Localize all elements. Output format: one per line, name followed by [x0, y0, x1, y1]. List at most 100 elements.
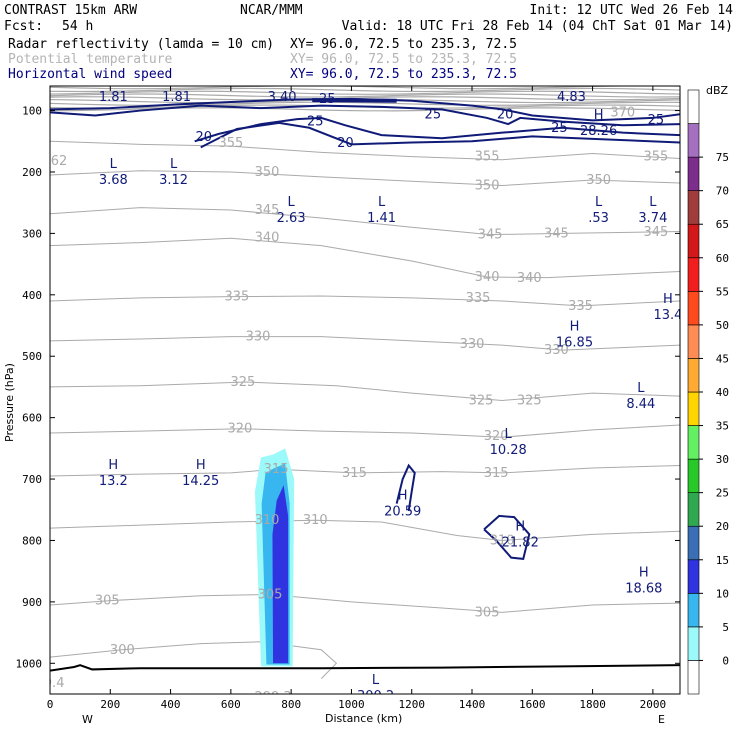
theta-label: 315: [342, 466, 367, 481]
colorbar-swatch: [687, 89, 700, 124]
theta-label: 340: [517, 271, 542, 286]
wind-label: 20: [195, 130, 212, 145]
wind-label: 25: [648, 113, 665, 128]
theta-label: 305: [258, 588, 283, 603]
theta-label: 335: [466, 291, 491, 306]
colorbar-level: 25: [716, 487, 729, 500]
extremum-value: 2.63: [277, 211, 306, 226]
theta-contour-line: [50, 295, 680, 307]
extremum-marker: H: [594, 108, 604, 123]
fcst-label: Fcst:: [4, 19, 43, 34]
theta-label: 315: [484, 466, 509, 481]
y-tick-label: 200: [22, 166, 42, 179]
extremum-marker: L: [649, 195, 657, 210]
extremum-marker: H: [639, 565, 649, 580]
extremum-value: 14.25: [182, 474, 219, 489]
wind-speed-contour: [395, 463, 416, 512]
extremum-marker: H: [398, 489, 408, 504]
wind-speed-contour: [483, 514, 531, 560]
colorbar: 0 5 10 15 20 25 30 35 40 45 50 55 60 65 70 75: [687, 89, 729, 695]
colorbar-level: 50: [716, 319, 729, 332]
wind-speed-contour: [200, 121, 680, 149]
colorbar-level: 40: [716, 386, 729, 399]
theta-contour-upper: [50, 90, 680, 95]
theta-label: 330: [544, 343, 569, 358]
theta-label: 330: [460, 337, 485, 352]
extremum-marker: H: [515, 519, 525, 534]
extremum-value: 16.85: [556, 336, 593, 351]
x-tick-label: 1600: [519, 698, 546, 711]
theta-contour-upper: [50, 86, 680, 90]
field-3-xy: XY= 96.0, 72.5 to 235.3, 72.5: [290, 67, 517, 82]
extremum-value: 4.83: [557, 90, 586, 105]
extremum-marker: L: [595, 195, 603, 210]
jet-core: [312, 98, 397, 103]
extremum-value: 1.81: [162, 90, 191, 105]
x-axis-label: Distance (km): [325, 712, 402, 725]
theta-contour-line: [50, 465, 680, 477]
x-tick-label: 800: [281, 698, 301, 711]
extremum-marker: H: [196, 458, 206, 473]
extremum-marker: H: [108, 458, 118, 473]
field-2-name: Potential temperature: [8, 52, 173, 67]
colorbar-swatch: [687, 559, 700, 594]
x-tick-label: 1800: [579, 698, 606, 711]
theta-contour-line: [50, 237, 680, 279]
theta-contour-line: [50, 170, 680, 186]
theta-contour-upper: [50, 107, 680, 112]
y-tick-label: 1000: [16, 657, 43, 670]
theta-label: 355: [218, 136, 243, 151]
colorbar-level: 60: [716, 252, 729, 265]
fcst-value: 54 h: [62, 19, 93, 34]
extremum-marker: L: [372, 673, 380, 688]
theta-contour-upper: [50, 87, 680, 93]
reflectivity-area: [272, 485, 289, 664]
extremum-value: 300.2: [357, 689, 394, 704]
colorbar-unit: dBZ: [706, 84, 729, 97]
theta-label: 310: [255, 513, 280, 528]
colorbar-level: 20: [716, 520, 729, 533]
theta-label: 325: [517, 393, 542, 408]
theta-label: 310: [303, 513, 328, 528]
extremum-marker: H: [570, 320, 580, 335]
extremum-value: 28.26: [580, 124, 617, 139]
x-tick-label: 2000: [640, 698, 667, 711]
colorbar-swatch: [687, 525, 700, 561]
theta-label: 355: [643, 150, 668, 165]
extremum-marker: L: [278, 74, 286, 89]
y-tick-label: 800: [22, 534, 42, 547]
theta-label: 335: [224, 290, 249, 305]
theta-contour-line: [50, 594, 680, 613]
theta-label: 345: [478, 228, 503, 243]
extremum-marker: L: [170, 157, 178, 172]
extremum-marker: L: [568, 74, 576, 89]
y-tick-label: 300: [22, 227, 42, 240]
valid-label: Valid: 18 UTC Fri 28 Feb 14 (04 ChT Sat …: [342, 19, 733, 34]
x-tick-label: 0: [47, 698, 54, 711]
colorbar-swatch: [687, 156, 700, 191]
x-tick-label: 1400: [459, 698, 486, 711]
extremum-value: 8.44: [626, 397, 655, 412]
theta-label: 350: [586, 173, 611, 188]
extremum-value: 10.28: [490, 443, 527, 458]
colorbar-level: 45: [716, 352, 729, 365]
theta-label: 340: [475, 270, 500, 285]
theta-label: 315: [264, 462, 289, 477]
theta-contour-line: [50, 207, 680, 236]
extremum-value: 21.82: [502, 535, 539, 550]
colorbar-swatch: [687, 223, 700, 259]
theta-label: 340: [255, 231, 280, 246]
theta-label: 350: [475, 178, 500, 193]
field-1-name: Radar reflectivity (lamda = 10 cm): [8, 37, 274, 52]
y-tick-label: 700: [22, 473, 42, 486]
plot-content: 370 355 355 355 350 350 350 345 345 345 345 340 340 3…: [50, 74, 682, 705]
theta-label: 299.3: [254, 690, 291, 705]
extremum-value: 18.68: [625, 581, 662, 596]
colorbar-swatch: [687, 425, 700, 460]
theta-label: 355: [475, 150, 500, 165]
colorbar-swatch: [687, 291, 700, 326]
extremum-value: 13.4: [653, 308, 682, 323]
colorbar-level: 75: [716, 151, 729, 164]
colorbar-swatch: [687, 458, 700, 493]
init-label: Init: 12 UTC Wed 26 Feb 14: [530, 3, 734, 18]
